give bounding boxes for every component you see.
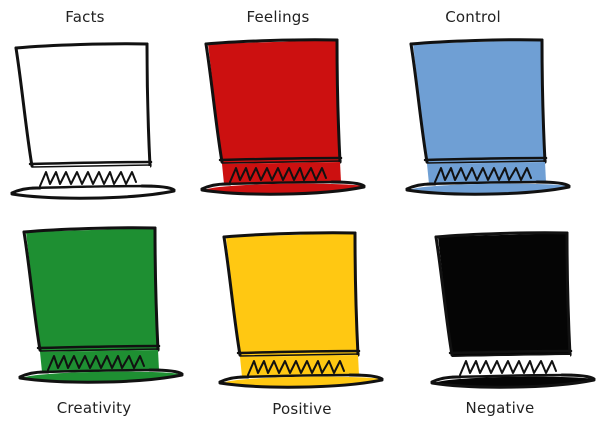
label-creativity: Creativity	[56, 399, 132, 417]
positive-hat-icon	[218, 225, 388, 390]
control-hat-icon	[405, 32, 575, 197]
negative-hat-icon	[430, 225, 600, 390]
label-feelings: Feelings	[246, 8, 310, 26]
facts-hat-icon	[10, 36, 180, 201]
label-negative: Negative	[465, 399, 535, 417]
creativity-hat-icon	[18, 220, 188, 385]
feelings-hat-icon	[200, 32, 370, 197]
label-facts: Facts	[65, 8, 105, 26]
label-positive: Positive	[272, 400, 332, 418]
label-control: Control	[445, 8, 501, 26]
